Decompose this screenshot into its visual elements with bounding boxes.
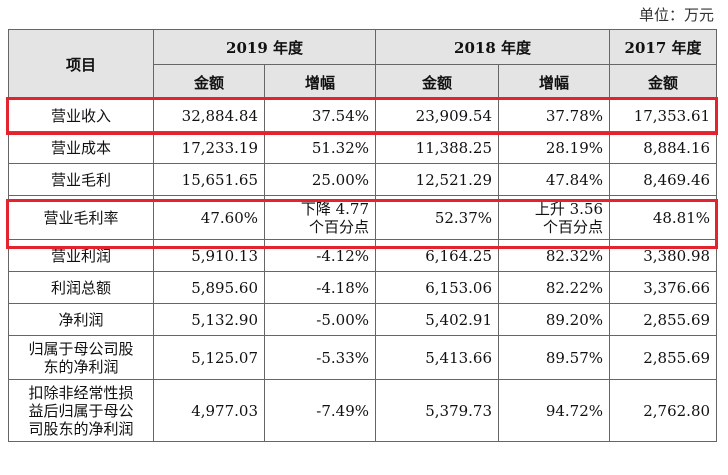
cell-amount-2017: 8,884.16 [609, 131, 718, 164]
cell-growth-2018: 47.84% [498, 163, 611, 196]
cell-amount-2018: 23,909.54 [375, 99, 500, 132]
cell-amount-2018: 5,402.91 [375, 303, 500, 336]
table-row: 营业利润 5,910.13 -4.12% 6,164.25 82.32% 3,3… [8, 239, 718, 272]
cell-growth-2018: 82.32% [498, 239, 611, 272]
cell-growth-2019: -5.33% [263, 335, 377, 380]
cell-amount-2019: 5,132.90 [153, 303, 265, 336]
cell-amount-2018: 12,521.29 [375, 163, 500, 196]
cell-amount-2018: 6,164.25 [375, 239, 500, 272]
cell-amount-2018: 5,379.73 [375, 379, 500, 442]
row-label-line-2: 益后归属于母公 [28, 401, 134, 420]
unit-label: 单位：万元 [638, 6, 714, 24]
cell-growth-2019: -7.49% [263, 379, 377, 442]
table-row: 利润总额 5,895.60 -4.18% 6,153.06 82.22% 3,3… [8, 271, 718, 304]
header-growth: 增幅 [263, 64, 377, 100]
cell-growth-2019: 37.54% [263, 99, 377, 132]
cell-amount-2017: 8,469.46 [609, 163, 718, 196]
header-item: 项目 [8, 29, 154, 100]
cell-growth-2018: 37.78% [498, 99, 611, 132]
cell-amount-2019: 15,651.65 [153, 163, 265, 196]
row-label: 净利润 [8, 303, 154, 336]
table-row: 营业收入 32,884.84 37.54% 23,909.54 37.78% 1… [8, 99, 718, 132]
cell-amount-2018: 5,413.66 [375, 335, 500, 380]
financial-table: 项目 2019 年度 2018 年度 2017 年度 金额 增幅 金额 增幅 金… [8, 29, 718, 442]
cell-growth-2018: 28.19% [498, 131, 611, 164]
row-label: 利润总额 [8, 271, 154, 304]
row-label: 扣除非经常性损 益后归属于母公 司股东的净利润 [8, 379, 154, 442]
cell-growth-2019: -4.12% [263, 239, 377, 272]
table-row: 营业毛利 15,651.65 25.00% 12,521.29 47.84% 8… [8, 163, 718, 196]
header-amount: 金额 [609, 64, 718, 100]
header-amount: 金额 [153, 64, 265, 100]
header-year-2019: 2019 年度 [152, 29, 377, 65]
cell-amount-2017: 17,353.61 [609, 99, 718, 132]
row-label: 营业毛利率 [8, 195, 154, 240]
cell-growth-2018: 上升 3.56 个百分点 [498, 195, 611, 240]
cell-amount-2019: 4,977.03 [153, 379, 265, 442]
row-label: 营业毛利 [8, 163, 154, 196]
table-row: 营业毛利率 47.60% 下降 4.77 个百分点 52.37% 上升 3.56… [8, 195, 718, 240]
cell-growth-2018: 94.72% [498, 379, 611, 442]
cell-growth-2019: -5.00% [263, 303, 377, 336]
cell-amount-2019: 5,125.07 [153, 335, 265, 380]
header-year-2017: 2017 年度 [609, 29, 718, 65]
table-row: 归属于母公司股 东的净利润 5,125.07 -5.33% 5,413.66 8… [8, 335, 718, 380]
growth-line-2: 个百分点 [309, 217, 370, 236]
cell-amount-2019: 5,895.60 [153, 271, 265, 304]
cell-amount-2017: 2,855.69 [609, 335, 718, 380]
header-amount: 金额 [375, 64, 500, 100]
growth-line-2: 个百分点 [543, 217, 604, 236]
growth-line-1: 上升 3.56 [534, 199, 604, 218]
cell-amount-2019: 47.60% [153, 195, 265, 240]
cell-growth-2019: 51.32% [263, 131, 377, 164]
row-label-line-2: 东的净利润 [43, 357, 119, 376]
row-label-line-1: 扣除非经常性损 [28, 383, 134, 402]
header-growth: 增幅 [498, 64, 611, 100]
cell-growth-2018: 89.57% [498, 335, 611, 380]
cell-growth-2018: 82.22% [498, 271, 611, 304]
row-label-line-3: 司股东的净利润 [28, 419, 134, 438]
cell-amount-2017: 2,762.80 [609, 379, 718, 442]
cell-amount-2017: 2,855.69 [609, 303, 718, 336]
row-label: 营业成本 [8, 131, 154, 164]
cell-amount-2018: 6,153.06 [375, 271, 500, 304]
cell-amount-2019: 5,910.13 [153, 239, 265, 272]
row-label-line-1: 归属于母公司股 [28, 339, 134, 358]
cell-amount-2018: 11,388.25 [375, 131, 500, 164]
cell-amount-2017: 48.81% [609, 195, 718, 240]
row-label: 营业利润 [8, 239, 154, 272]
cell-amount-2017: 3,376.66 [609, 271, 718, 304]
cell-growth-2018: 89.20% [498, 303, 611, 336]
cell-growth-2019: 25.00% [263, 163, 377, 196]
table-row: 净利润 5,132.90 -5.00% 5,402.91 89.20% 2,85… [8, 303, 718, 336]
header-year-2018: 2018 年度 [375, 29, 611, 65]
cell-amount-2019: 32,884.84 [153, 99, 265, 132]
cell-growth-2019: 下降 4.77 个百分点 [263, 195, 377, 240]
cell-amount-2017: 3,380.98 [609, 239, 718, 272]
row-label: 营业收入 [8, 99, 154, 132]
row-label: 归属于母公司股 东的净利润 [8, 335, 154, 380]
growth-line-1: 下降 4.77 [300, 199, 370, 218]
table-row: 营业成本 17,233.19 51.32% 11,388.25 28.19% 8… [8, 131, 718, 164]
cell-amount-2019: 17,233.19 [153, 131, 265, 164]
table-row: 扣除非经常性损 益后归属于母公 司股东的净利润 4,977.03 -7.49% … [8, 379, 718, 442]
cell-growth-2019: -4.18% [263, 271, 377, 304]
cell-amount-2018: 52.37% [375, 195, 500, 240]
